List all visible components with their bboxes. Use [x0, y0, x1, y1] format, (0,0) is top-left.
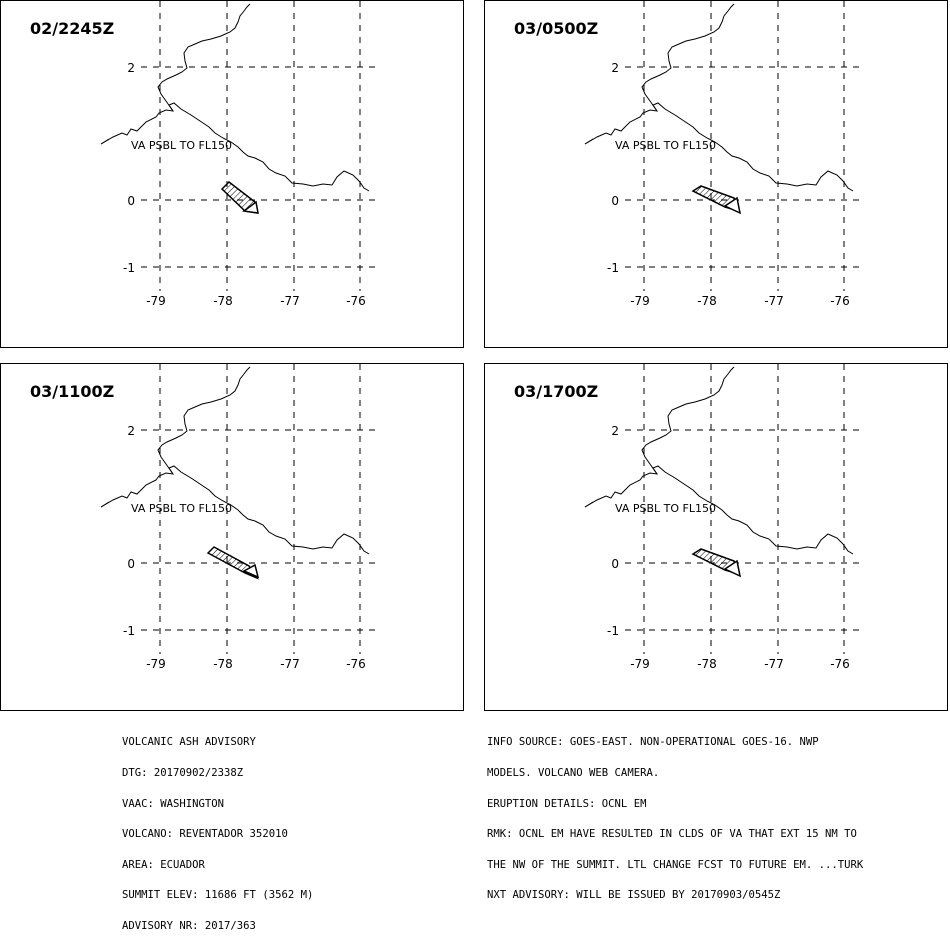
border-line [100, 3, 251, 145]
lat-tick-label: 2 [611, 424, 619, 438]
panel-valid-time: 02/2245Z [30, 19, 115, 38]
lon-tick-label: -78 [697, 294, 717, 308]
lon-tick-label: -77 [764, 657, 784, 671]
map-panel: 2 0 -1 -79 -78 -77 -76 VA PSBL TO FL150 03/1700Z [484, 363, 948, 711]
va-label: VA PSBL TO FL150 [131, 139, 232, 152]
map-canvas: 2 0 -1 -79 -78 -77 -76 VA PSBL TO FL150 [584, 1, 860, 308]
lat-tick-label: -1 [123, 624, 135, 638]
panel-valid-time: 03/1100Z [30, 382, 115, 401]
lon-tick-label: -76 [830, 657, 850, 671]
lat-tick-label: -1 [607, 261, 619, 275]
map-panel: 2 0 -1 -79 -78 -77 -76 VA PSBL TO FL150 02/2245Z [0, 0, 464, 348]
advisory-line: NXT ADVISORY: WILL BE ISSUED BY 20170903… [487, 889, 781, 902]
lat-tick-label: -1 [607, 624, 619, 638]
lat-tick-label: 0 [127, 557, 135, 571]
advisory-info-left: VOLCANIC ASH ADVISORY DTG: 20170902/2338… [122, 717, 313, 941]
map-canvas: 2 0 -1 -79 -78 -77 -76 VA PSBL TO FL150 [100, 1, 376, 308]
ash-cloud-arrowhead [242, 200, 259, 214]
lat-tick-label: 0 [611, 557, 619, 571]
advisory-line: INFO SOURCE: GOES-EAST. NON-OPERATIONAL … [487, 736, 819, 749]
lat-tick-label: 2 [611, 61, 619, 75]
lon-tick-label: -79 [630, 657, 650, 671]
border-line [584, 3, 735, 145]
coastline [100, 102, 370, 192]
ash-cloud-arrowhead [723, 559, 742, 578]
lat-tick-label: 2 [127, 424, 135, 438]
lon-tick-label: -79 [630, 294, 650, 308]
advisory-line: THE NW OF THE SUMMIT. LTL CHANGE FCST TO… [487, 858, 864, 871]
lon-tick-label: -77 [764, 294, 784, 308]
coastline [584, 465, 854, 555]
ash-cloud-arrowhead [242, 563, 260, 579]
border-line [100, 366, 251, 508]
va-label: VA PSBL TO FL150 [615, 139, 716, 152]
advisory-line: ADVISORY NR: 2017/363 [122, 919, 256, 932]
map-canvas: 2 0 -1 -79 -78 -77 -76 VA PSBL TO FL150 [100, 364, 376, 671]
lon-tick-label: -78 [697, 657, 717, 671]
lon-tick-label: -76 [830, 294, 850, 308]
lat-tick-label: -1 [123, 261, 135, 275]
advisory-line: RMK: OCNL EM HAVE RESULTED IN CLDS OF VA… [487, 828, 857, 841]
advisory-line: VOLCANO: REVENTADOR 352010 [122, 828, 288, 841]
map-panel: 2 0 -1 -79 -78 -77 -76 VA PSBL TO FL150 03/1100Z [0, 363, 464, 711]
advisory-line: VOLCANIC ASH ADVISORY [122, 736, 256, 749]
advisory-info-right: INFO SOURCE: GOES-EAST. NON-OPERATIONAL … [487, 717, 863, 911]
va-label: VA PSBL TO FL150 [615, 502, 716, 515]
lon-tick-label: -76 [346, 294, 366, 308]
lon-tick-label: -77 [280, 294, 300, 308]
va-label: VA PSBL TO FL150 [131, 502, 232, 515]
lat-tick-label: 2 [127, 61, 135, 75]
lon-tick-label: -78 [213, 294, 233, 308]
panel-valid-time: 03/1700Z [514, 382, 599, 401]
lon-tick-label: -79 [146, 657, 166, 671]
advisory-line: VAAC: WASHINGTON [122, 797, 225, 810]
border-line [584, 366, 735, 508]
map-canvas: 2 0 -1 -79 -78 -77 -76 VA PSBL TO FL150 [584, 364, 860, 671]
map-panel: 2 0 -1 -79 -78 -77 -76 VA PSBL TO FL150 03/0500Z [484, 0, 948, 348]
lat-tick-label: 0 [127, 194, 135, 208]
lon-tick-label: -78 [213, 657, 233, 671]
advisory-line: SUMMIT ELEV: 11686 FT (3562 M) [122, 889, 314, 902]
advisory-line: AREA: ECUADOR [122, 858, 205, 871]
coastline [584, 102, 854, 192]
lon-tick-label: -77 [280, 657, 300, 671]
advisory-line: DTG: 20170902/2338Z [122, 767, 244, 779]
lat-tick-label: 0 [611, 194, 619, 208]
advisory-line: MODELS. VOLCANO WEB CAMERA. [487, 767, 660, 779]
lon-tick-label: -76 [346, 657, 366, 671]
coastline [100, 465, 370, 555]
panel-valid-time: 03/0500Z [514, 19, 599, 38]
ash-cloud-arrowhead [723, 196, 742, 215]
advisory-line: ERUPTION DETAILS: OCNL EM [487, 797, 647, 810]
lon-tick-label: -79 [146, 294, 166, 308]
